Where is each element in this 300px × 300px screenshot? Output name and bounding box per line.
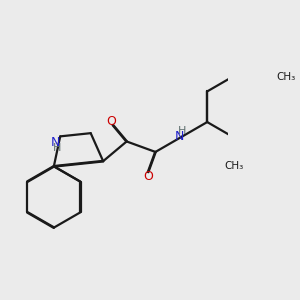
Text: CH₃: CH₃ <box>224 161 243 171</box>
Text: O: O <box>143 170 153 183</box>
Text: H: H <box>178 126 186 136</box>
Text: CH₃: CH₃ <box>276 72 295 82</box>
Text: O: O <box>106 116 116 128</box>
Text: N: N <box>175 130 184 143</box>
Text: N: N <box>50 136 60 149</box>
Text: H: H <box>53 143 61 153</box>
